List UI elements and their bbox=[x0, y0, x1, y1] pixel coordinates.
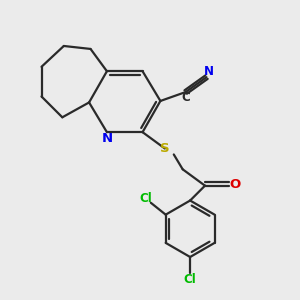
Text: S: S bbox=[160, 142, 170, 155]
Text: Cl: Cl bbox=[139, 192, 152, 205]
Text: C: C bbox=[181, 92, 190, 104]
Text: O: O bbox=[230, 178, 241, 191]
Text: N: N bbox=[204, 65, 214, 78]
Text: Cl: Cl bbox=[184, 273, 196, 286]
Text: N: N bbox=[101, 132, 112, 145]
